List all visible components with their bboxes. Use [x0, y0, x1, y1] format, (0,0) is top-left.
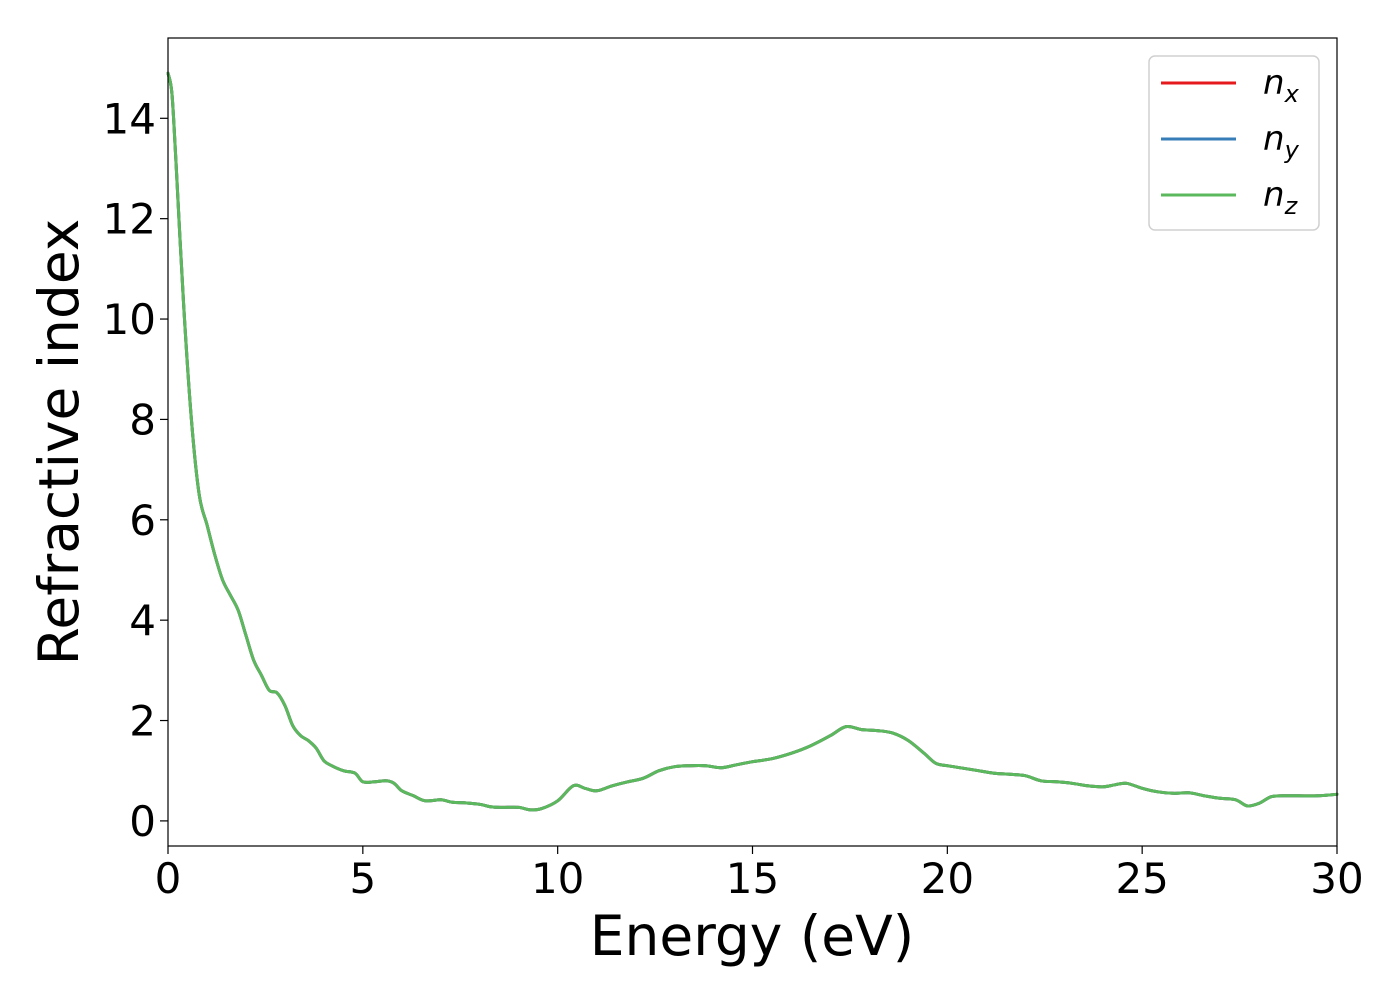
y-tick-label: 0 [129, 797, 156, 846]
x-tick-label: 25 [1115, 854, 1168, 903]
legend-box [1148, 55, 1320, 231]
y-tick-label: 4 [129, 596, 156, 645]
y-tick-label: 8 [129, 395, 156, 444]
series-line-nz [166, 71, 1339, 812]
y-tick-label: 10 [103, 295, 156, 344]
x-tick-label: 20 [921, 854, 974, 903]
y-tick-label: 6 [129, 496, 156, 545]
x-axis-title: Energy (eV) [590, 904, 914, 968]
x-tick-label: 0 [155, 854, 182, 903]
x-tick-label: 5 [349, 854, 376, 903]
y-tick-label: 14 [103, 94, 156, 143]
axis-ticks: 0 5 10 15 20 25 30 0 2 4 6 8 10 12 14 [103, 94, 1364, 903]
legend-label-ny: ny [1263, 119, 1300, 164]
x-tick-label: 30 [1310, 854, 1363, 903]
y-axis-title: Refractive index [27, 219, 91, 666]
y-tick-label: 2 [129, 697, 156, 746]
legend-label-nx: nx [1263, 63, 1300, 108]
series-lines [166, 71, 1339, 812]
x-tick-label: 10 [531, 854, 584, 903]
y-tick-label: 12 [103, 195, 156, 244]
x-tick-label: 15 [726, 854, 779, 903]
